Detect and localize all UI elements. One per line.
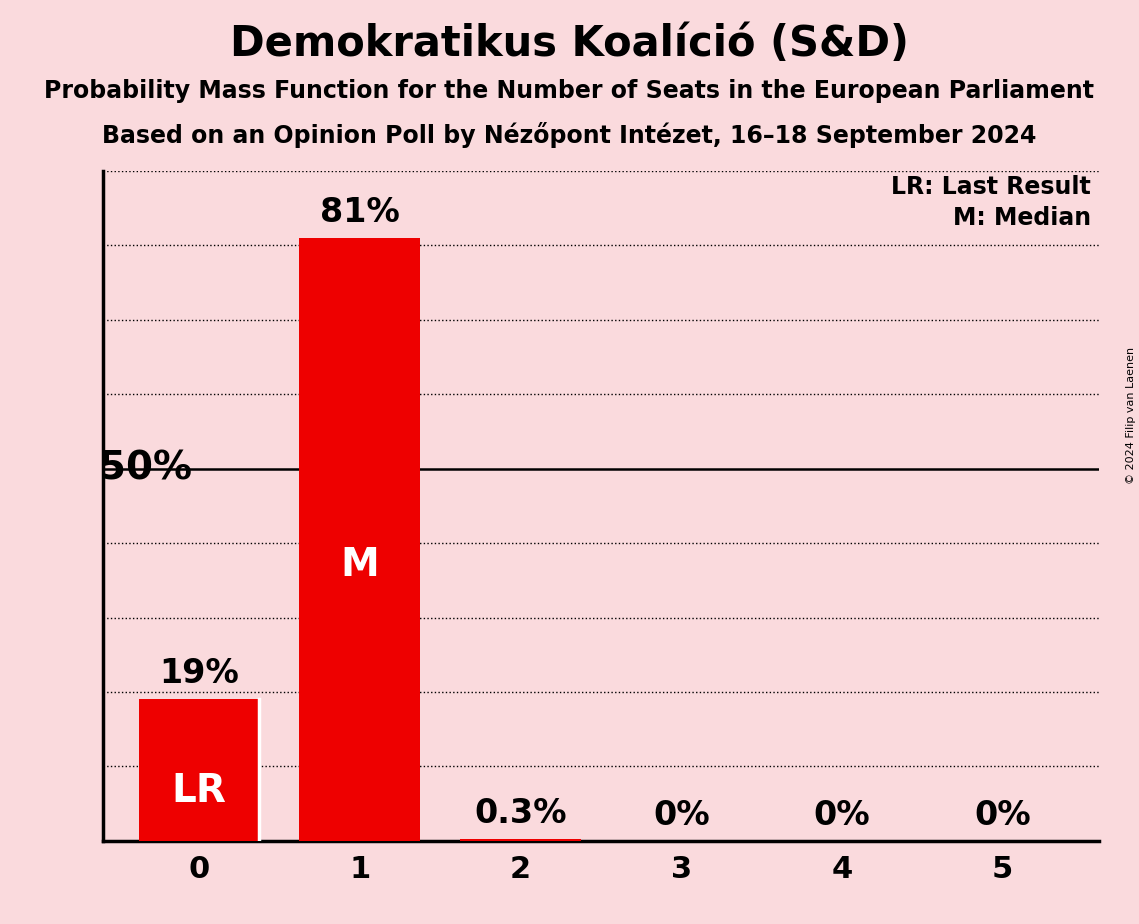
Bar <box>300 237 420 841</box>
Text: 19%: 19% <box>159 658 239 690</box>
Text: 81%: 81% <box>320 196 400 229</box>
Bar <box>460 839 581 841</box>
Text: LR: Last Result: LR: Last Result <box>892 175 1091 199</box>
Text: M: M <box>341 546 379 585</box>
Text: 0%: 0% <box>813 799 870 832</box>
Bar <box>139 699 260 841</box>
Text: Based on an Opinion Poll by Nézőpont Intézet, 16–18 September 2024: Based on an Opinion Poll by Nézőpont Int… <box>103 122 1036 148</box>
Text: M: Median: M: Median <box>953 206 1091 230</box>
Text: 50%: 50% <box>99 450 192 488</box>
Text: Demokratikus Koalíció (S&D): Demokratikus Koalíció (S&D) <box>230 23 909 65</box>
Text: 0%: 0% <box>974 799 1031 832</box>
Text: 0%: 0% <box>653 799 710 832</box>
Text: 0.3%: 0.3% <box>474 796 567 830</box>
Text: Probability Mass Function for the Number of Seats in the European Parliament: Probability Mass Function for the Number… <box>44 79 1095 103</box>
Text: © 2024 Filip van Laenen: © 2024 Filip van Laenen <box>1126 347 1136 484</box>
Text: LR: LR <box>172 772 227 810</box>
